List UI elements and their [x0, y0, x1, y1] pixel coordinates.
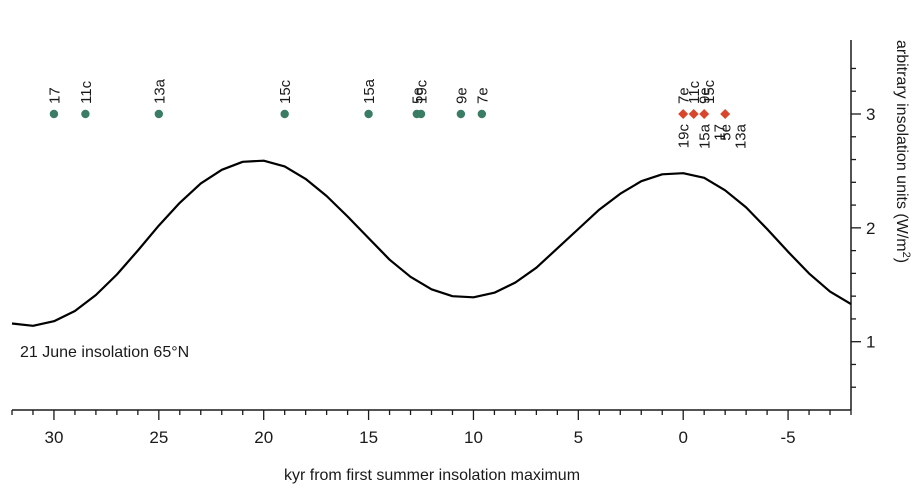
- x-tick-label: 10: [464, 428, 483, 447]
- insolation-curve: [11, 159, 852, 327]
- marker-green: [154, 109, 164, 119]
- point-label: 7e: [474, 87, 491, 104]
- point-label: 11c: [686, 80, 703, 104]
- point-label: 9e: [453, 87, 470, 104]
- point-label: 15a: [697, 123, 714, 149]
- marker-green: [456, 109, 466, 119]
- points: [49, 109, 731, 119]
- y-tick-label: 1: [866, 333, 875, 352]
- x-tick-label: 15: [359, 428, 378, 447]
- point-label: 9e: [697, 87, 714, 104]
- marker-green: [81, 109, 90, 119]
- x-tick-label: 25: [149, 428, 168, 447]
- point-label: 15c: [701, 79, 718, 104]
- x-tick-label: 5: [574, 428, 583, 447]
- x-tick-label: -5: [781, 428, 796, 447]
- point-label: 15c: [277, 79, 294, 104]
- marker-red: [678, 109, 689, 119]
- point-label: 19c: [414, 79, 431, 104]
- y-tick-label: 3: [866, 105, 875, 124]
- marker-green: [477, 109, 487, 119]
- point-label: 11c: [78, 80, 95, 104]
- marker-green: [364, 109, 373, 119]
- y-axis-title-main: arbitrary insolation units (W/m: [893, 40, 910, 252]
- point-label: 5e: [718, 124, 735, 141]
- x-tick-label: 30: [44, 428, 63, 447]
- marker-green: [280, 109, 289, 119]
- x-tick-label: 0: [678, 428, 687, 447]
- point-label: 19c: [676, 124, 693, 149]
- marker-red: [720, 109, 731, 119]
- y-axis-title-sup: 2: [900, 252, 912, 258]
- marker-red: [688, 109, 699, 119]
- point-label: 13a: [151, 78, 168, 104]
- marker-green: [49, 109, 59, 119]
- y-axis-title: arbitrary insolation units (W/m2): [893, 40, 912, 263]
- axes: 30 25 20 15 10 5 0 -5 1 2 3: [11, 40, 875, 447]
- point-label: 17: [46, 87, 63, 104]
- point-label: 5e: [409, 87, 426, 104]
- point-label: 15a: [361, 78, 378, 104]
- x-axis-title: kyr from first summer insolation maximum: [284, 467, 580, 484]
- annotation: 21 June insolation 65°N: [20, 344, 189, 361]
- x-tick-label: 20: [254, 428, 273, 447]
- y-tick-label: 2: [866, 219, 875, 238]
- point-label: 17: [712, 124, 729, 141]
- marker-green: [416, 109, 426, 119]
- marker-red: [699, 109, 710, 119]
- y-axis-title-close: ): [893, 258, 910, 263]
- point-label: 7e: [676, 87, 693, 104]
- point-label: 13a: [733, 123, 750, 149]
